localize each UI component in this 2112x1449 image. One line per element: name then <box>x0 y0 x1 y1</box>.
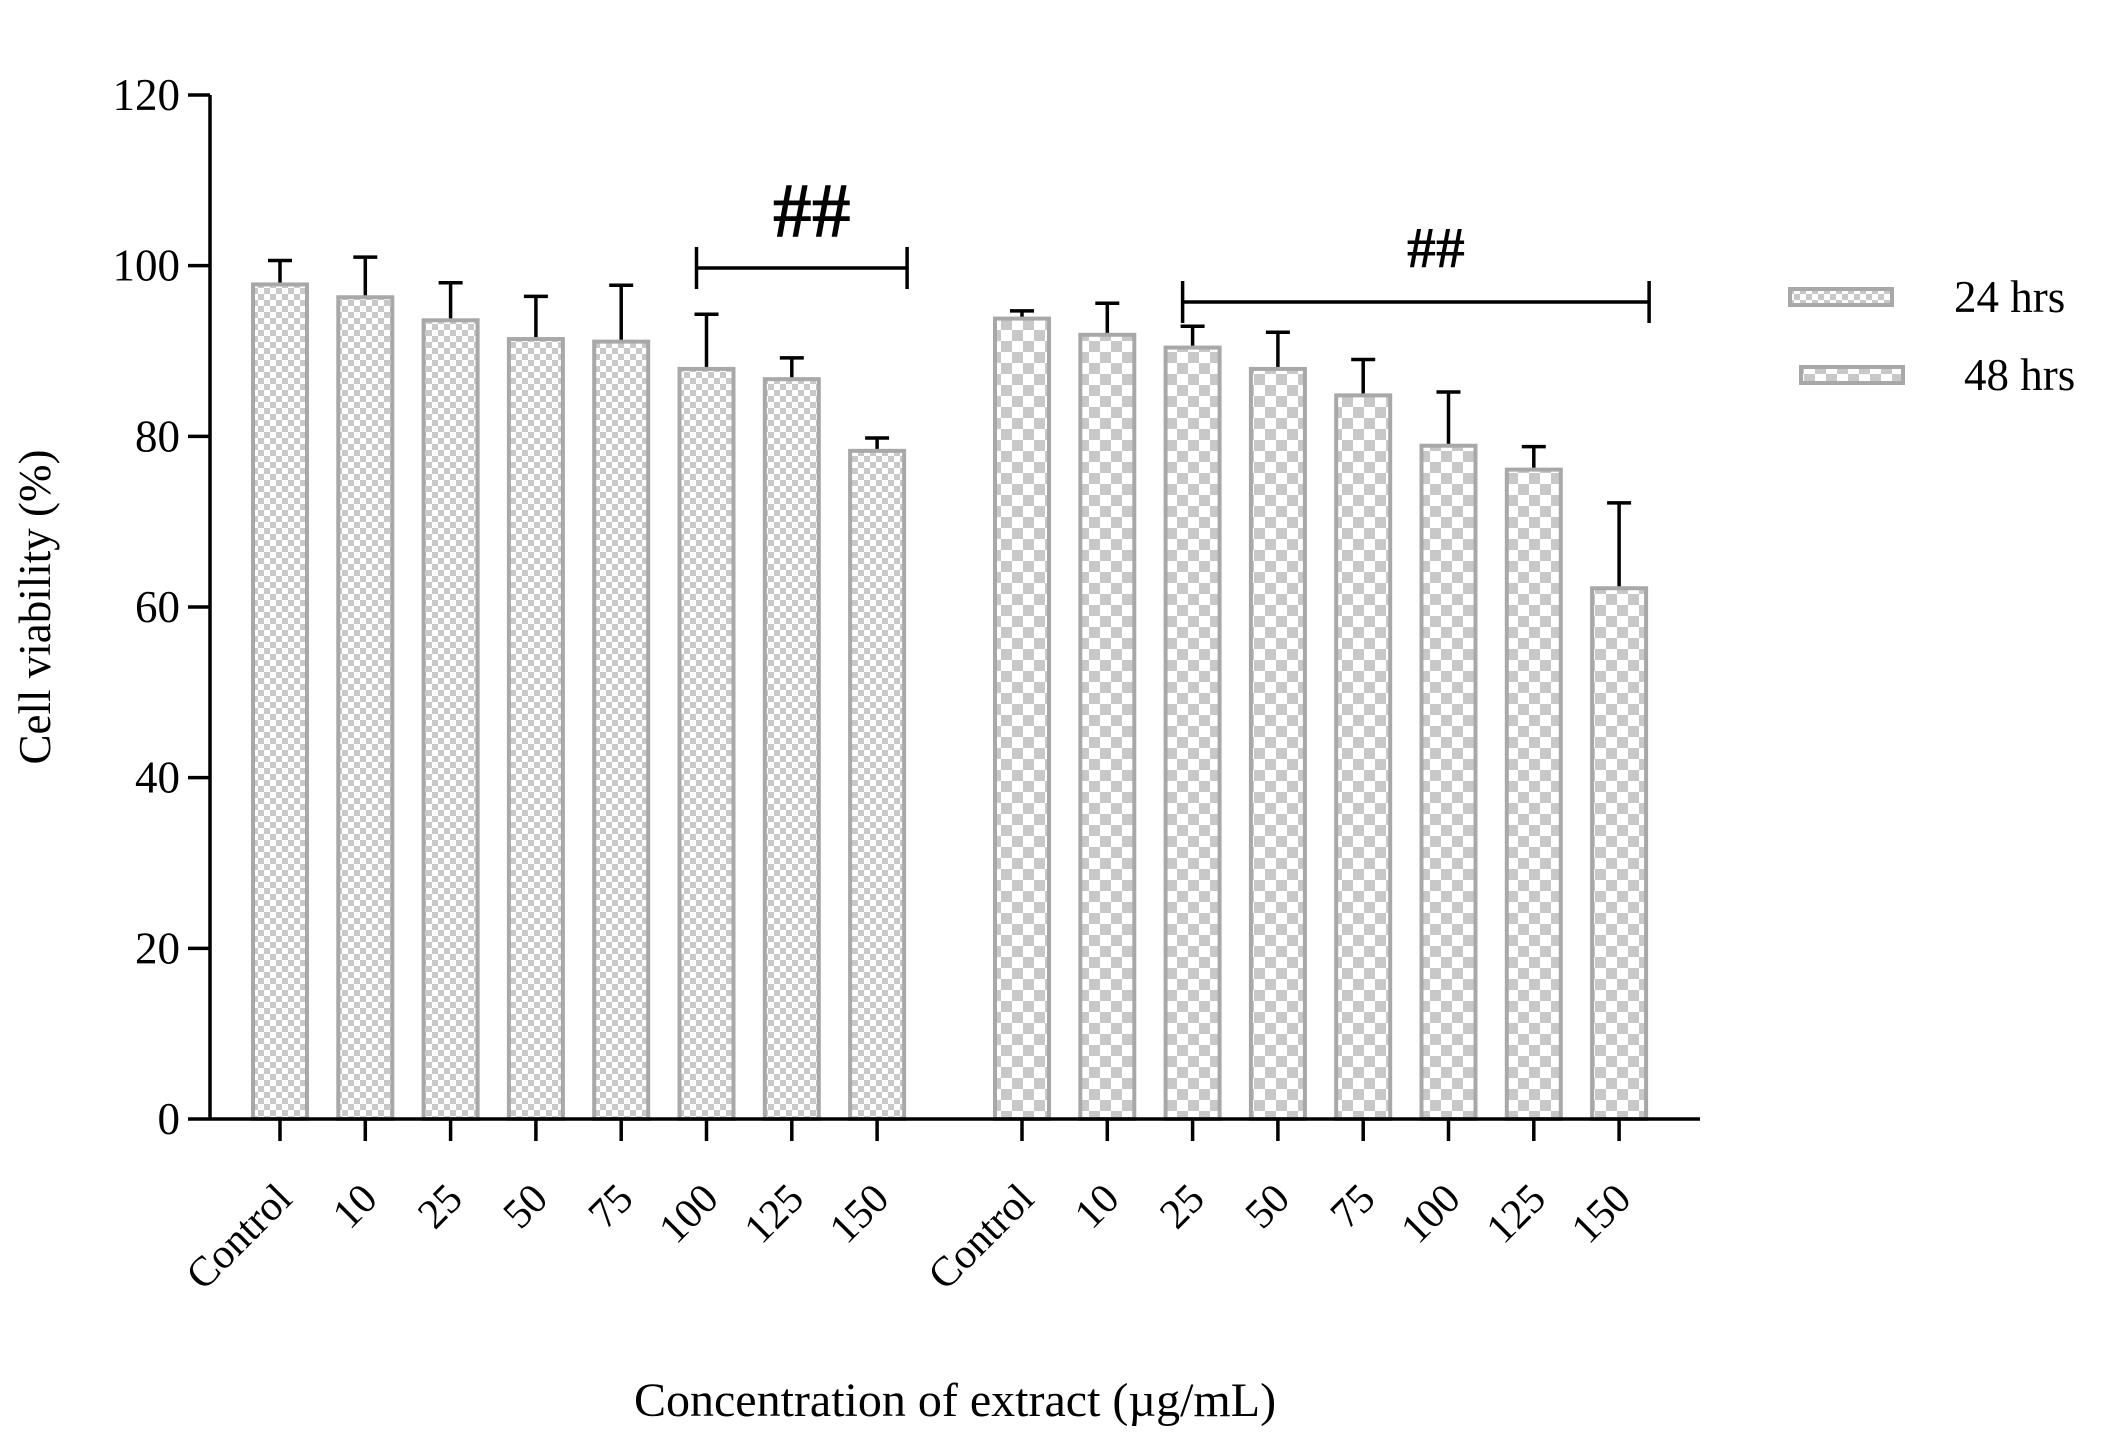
bar-24h-10 <box>336 295 395 1121</box>
bar-24h-25 <box>421 318 480 1121</box>
bar-48h-100 <box>1419 443 1478 1122</box>
y-tick-label: 80 <box>135 411 180 461</box>
x-tick-label: 50 <box>495 1176 557 1238</box>
x-tick-label: 75 <box>580 1176 642 1238</box>
legend-swatch-24h <box>1788 287 1894 307</box>
significance-label: ## <box>773 167 851 254</box>
x-tick-label: 150 <box>821 1176 898 1253</box>
bar-48h-150 <box>1590 586 1649 1121</box>
bar-48h-25 <box>1163 345 1222 1121</box>
legend-swatch-48h <box>1799 365 1905 385</box>
y-tick-label: 120 <box>113 70 181 120</box>
x-tick-label: Control <box>178 1176 301 1299</box>
y-axis-title: Cell viability (%) <box>10 450 60 765</box>
x-tick-label: 100 <box>1392 1176 1469 1253</box>
x-tick-label: 50 <box>1237 1176 1299 1238</box>
x-axis-title: Concentration of extract (µg/mL) <box>634 1374 1276 1427</box>
significance-label: ## <box>1407 215 1465 280</box>
bar-48h-control <box>993 316 1051 1122</box>
y-tick-label: 100 <box>113 241 181 291</box>
bar-24h-control <box>251 282 309 1121</box>
x-tick-label: 25 <box>1151 1176 1213 1238</box>
legend-label-48h: 48 hrs <box>1964 350 2075 400</box>
bar-24h-100 <box>677 366 736 1122</box>
x-tick-label: 125 <box>1478 1176 1555 1253</box>
bar-24h-125 <box>762 377 821 1122</box>
bar-48h-75 <box>1334 393 1393 1121</box>
bar-24h-50 <box>506 337 565 1121</box>
x-tick-label: 75 <box>1322 1176 1384 1238</box>
bars-layer <box>251 255 1649 1122</box>
y-tick-label: 20 <box>135 923 180 973</box>
bar-48h-10 <box>1078 332 1137 1121</box>
legend: 24 hrs 48 hrs <box>1788 272 2075 400</box>
y-tick-label: 40 <box>135 753 180 803</box>
x-tick-label: 10 <box>1066 1176 1128 1238</box>
y-tick-label: 60 <box>135 582 180 632</box>
bar-24h-75 <box>592 339 651 1121</box>
x-tick-label: 10 <box>324 1176 386 1238</box>
bar-48h-125 <box>1504 467 1563 1121</box>
x-tick-label: 150 <box>1563 1176 1640 1253</box>
y-tick-label: 0 <box>158 1094 181 1144</box>
x-tick-label: 100 <box>650 1176 727 1253</box>
bar-48h-50 <box>1248 366 1307 1122</box>
x-tick-label: 125 <box>736 1176 813 1253</box>
bar-24h-150 <box>848 448 907 1121</box>
annotation-layer: ## ## <box>694 167 1651 323</box>
x-tick-label: Control <box>920 1176 1043 1299</box>
x-tick-label: 25 <box>409 1176 471 1238</box>
legend-label-24h: 24 hrs <box>1954 272 2065 322</box>
